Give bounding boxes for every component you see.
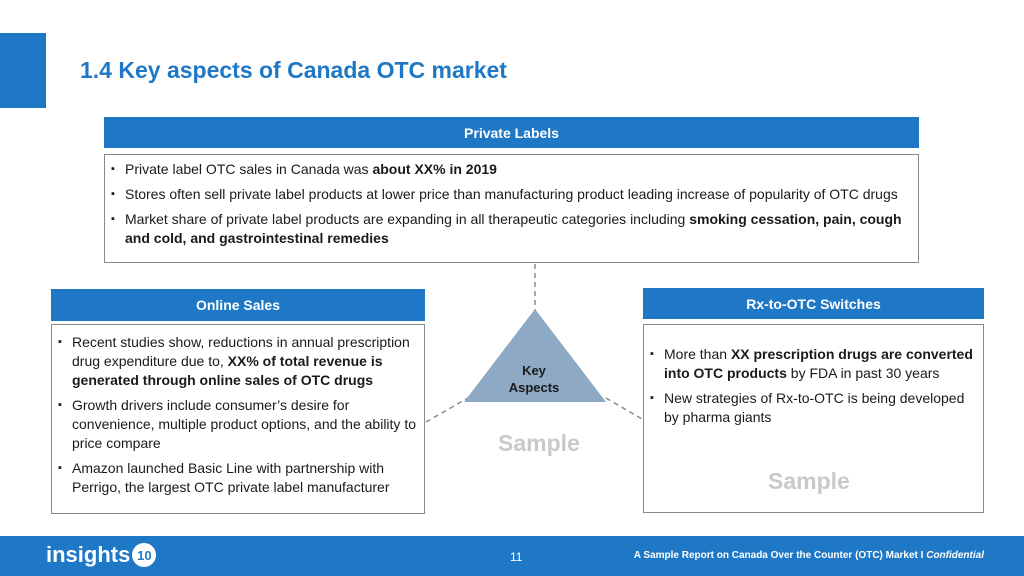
title-accent-bar: [0, 33, 46, 108]
key-aspects-label-line1: Key: [522, 363, 546, 378]
online-sales-item: Growth drivers include consumer’s desire…: [52, 396, 418, 453]
connector-left: [425, 397, 469, 423]
sample-watermark-right: Sample: [768, 468, 850, 494]
insights10-logo: insights 10: [46, 542, 157, 568]
private-labels-header: Private Labels: [104, 117, 919, 148]
rx-switches-item: More than XX prescription drugs are conv…: [644, 345, 977, 383]
logo-badge: 10: [132, 543, 157, 567]
rx-switches-header: Rx-to-OTC Switches: [643, 288, 984, 319]
online-sales-box: Recent studies show, reductions in annua…: [51, 324, 425, 514]
online-sales-item: Amazon launched Basic Line with partners…: [52, 459, 418, 497]
private-labels-item: Market share of private label products a…: [105, 210, 910, 248]
private-labels-item: Private label OTC sales in Canada was ab…: [105, 160, 910, 179]
page-number: 11: [510, 550, 523, 564]
private-labels-item: Stores often sell private label products…: [105, 185, 910, 204]
connector-right: [605, 397, 643, 420]
private-labels-box: Private label OTC sales in Canada was ab…: [104, 154, 919, 263]
logo-text: insights: [46, 542, 131, 567]
online-sales-header: Online Sales: [51, 289, 425, 321]
sample-watermark-center: Sample: [498, 430, 580, 456]
key-aspects-label: Key Aspects: [494, 362, 574, 396]
key-aspects-label-line2: Aspects: [508, 380, 560, 395]
rx-switches-item: New strategies of Rx-to-OTC is being dev…: [644, 389, 977, 427]
footer-note: A Sample Report on Canada Over the Count…: [633, 550, 984, 561]
footer-bar: insights 10 11 A Sample Report on Canada…: [0, 536, 1024, 576]
online-sales-item: Recent studies show, reductions in annua…: [52, 333, 418, 390]
page-title: 1.4 Key aspects of Canada OTC market: [80, 57, 507, 83]
rx-switches-box: More than XX prescription drugs are conv…: [643, 324, 984, 513]
